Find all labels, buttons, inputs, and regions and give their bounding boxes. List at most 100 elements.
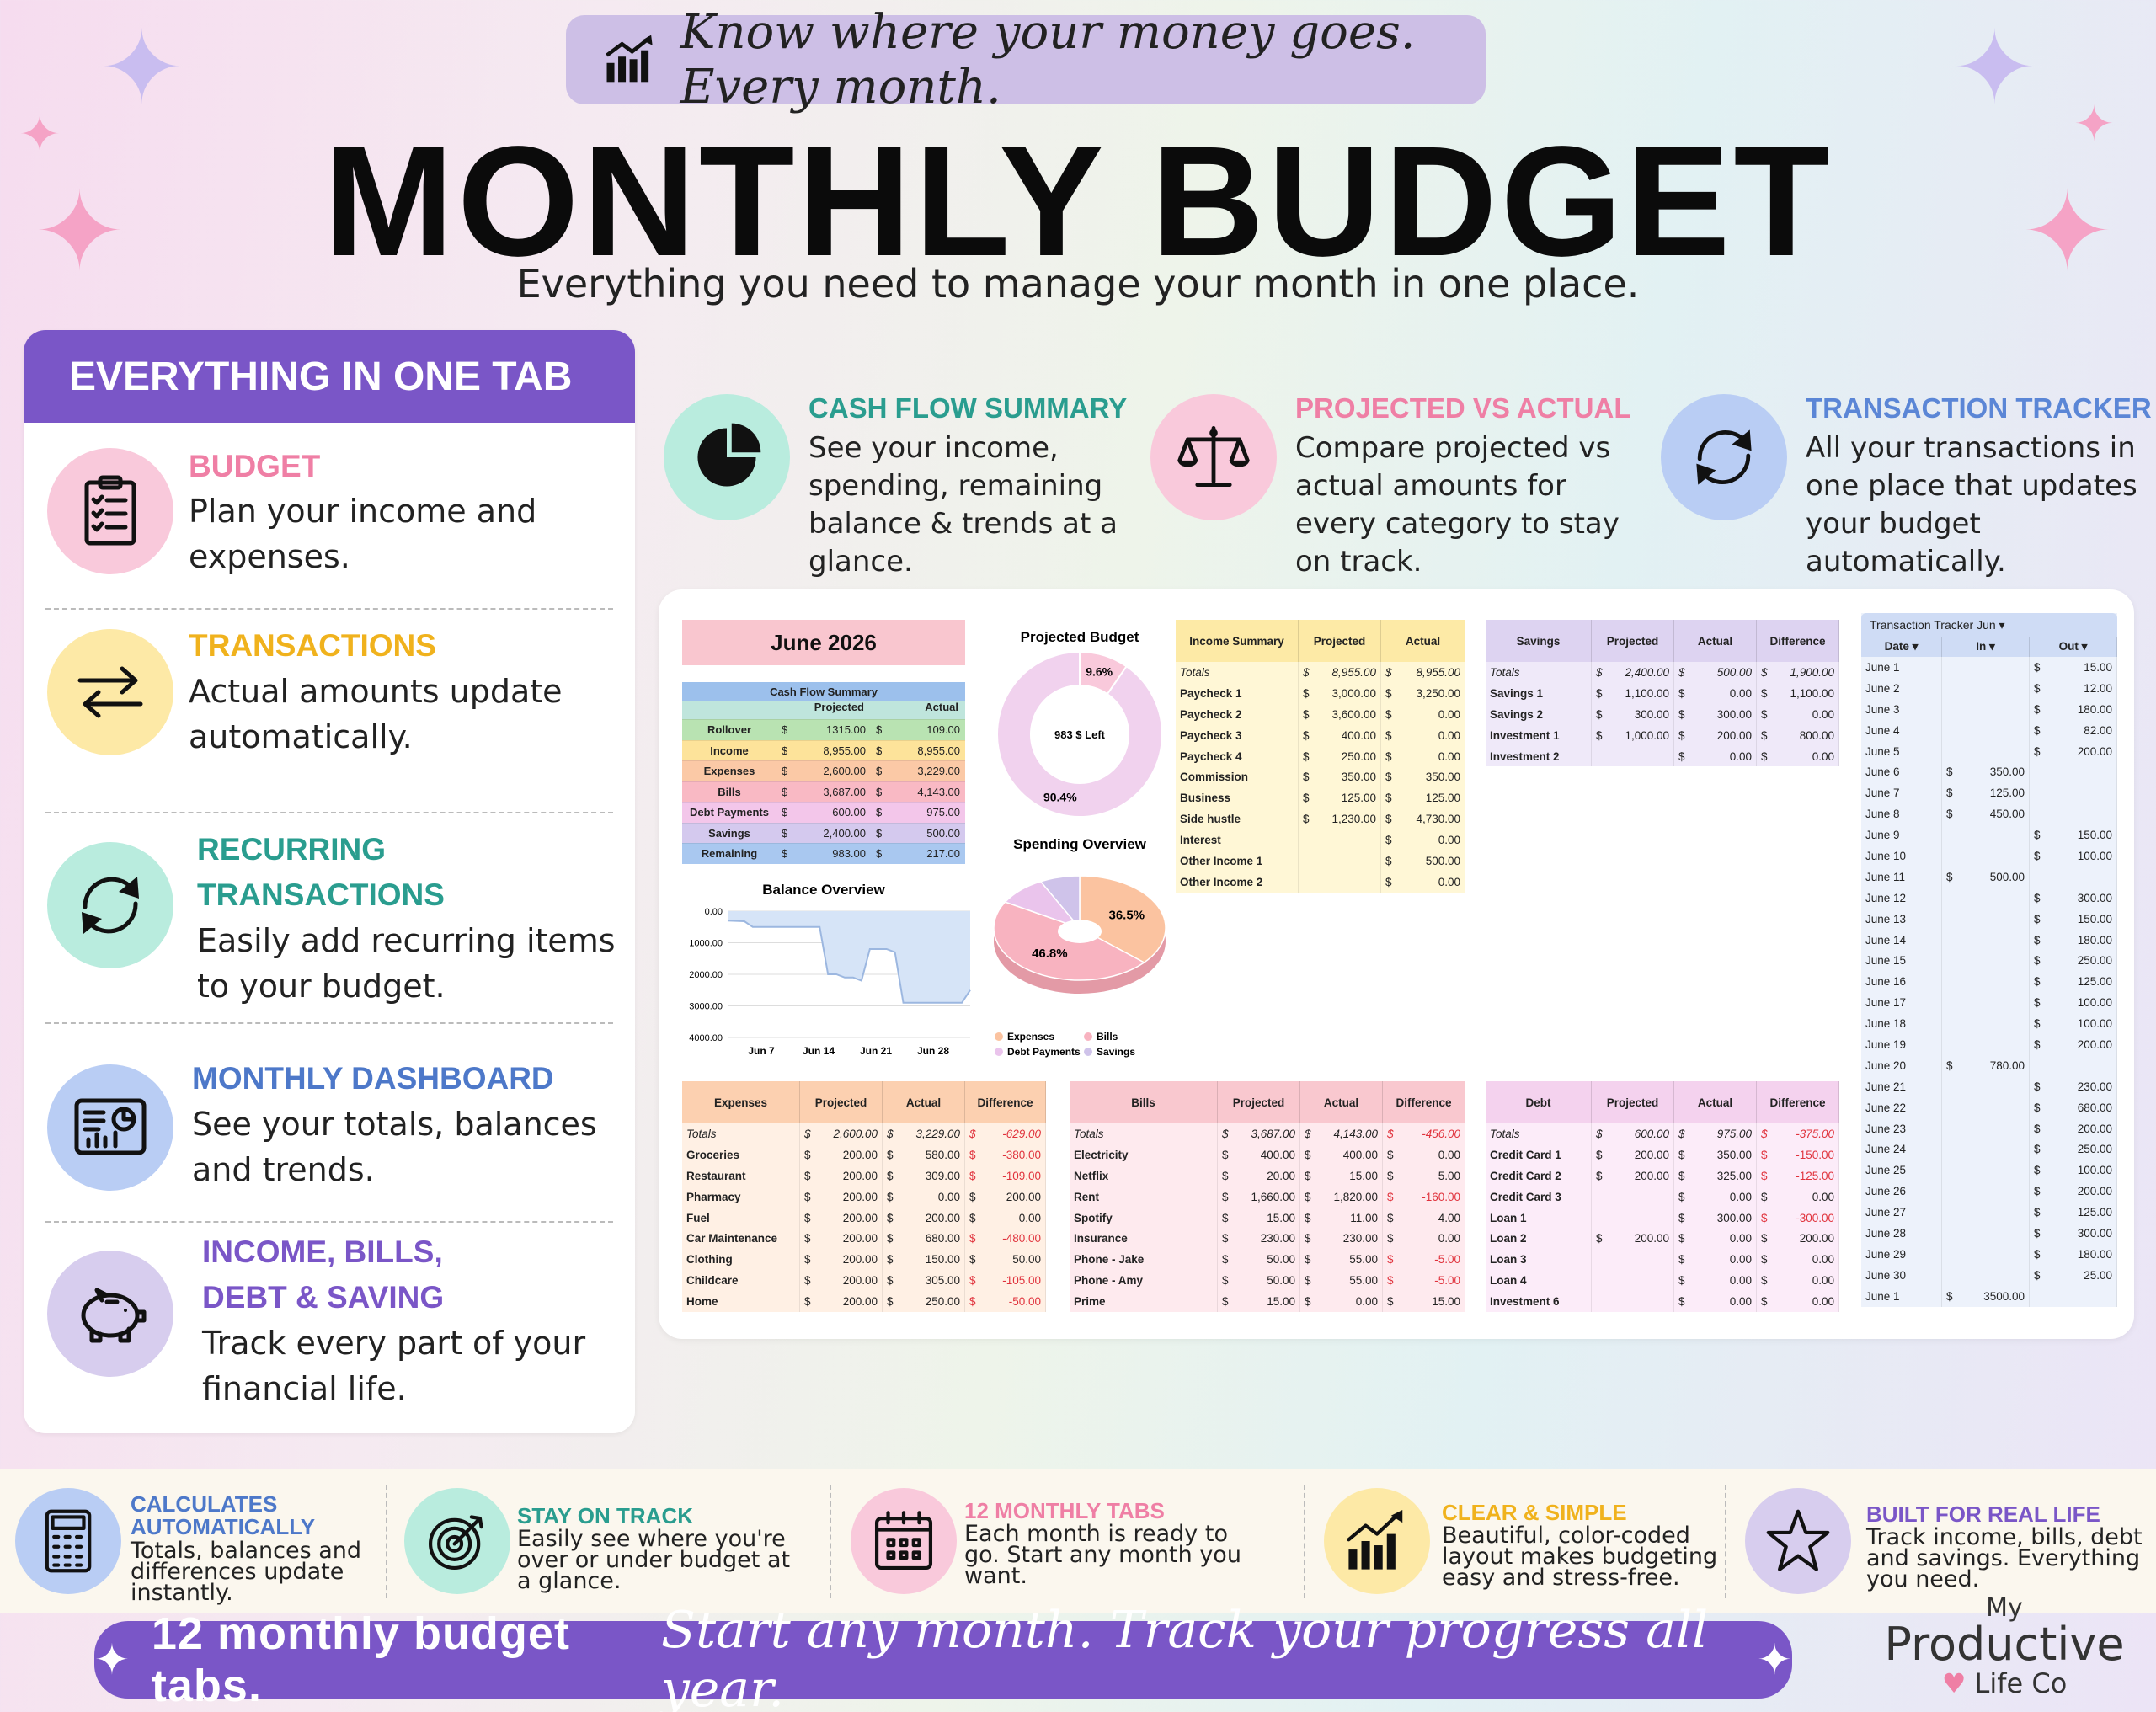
table-row: Electricity $400.00 $400.00 $0.00 [1070,1144,1465,1165]
balance-line [727,920,971,1004]
table-row: Childcare $200.00 $305.00 $ -105.00 [682,1270,1046,1292]
bottom-features-bar: CALCULATES AUTOMATICALLY Totals, balances … [0,1469,2156,1613]
table-row: Business $125.00 $125.00 [1176,787,1465,809]
feature-title: INCOME, BILLS, [202,1235,443,1269]
top-feature-description: Compare projected vs actual amounts for … [1295,431,1620,579]
table-row: Savings 2 $300.00 $300.00 $0.00 [1486,703,1839,725]
features-panel: EVERYTHING IN ONE TAB BUDGET Plan your in… [24,330,635,1433]
sparkle-icon: ✦ [2021,168,2113,296]
sparkle-icon: ✦ [34,168,125,296]
table-row: Totals $2,400.00 $500.00 $1,900.00 [1486,662,1839,683]
divider [45,1022,613,1024]
banner-script-text: Start any month. Track your progress all… [660,1601,1709,1712]
feature-description: Track every part of your financial life. [202,1325,586,1407]
table-row: Car Maintenance $200.00 $680.00 $ -480.00 [682,1228,1046,1250]
projected-budget-chart: Projected Budget 9.6% 90.4% 983 $ Left [996,629,1163,818]
bottom-feature-description: Beautiful, color-coded layout makes budg… [1442,1523,1718,1591]
bottom-feature-title: CALCULATES [131,1491,278,1517]
table-header: Date ▾ In ▾ Out ▾ [1861,637,2117,657]
feature-description: Plan your income and expenses. [189,493,537,575]
table-row: Paycheck 4 $250.00 $0.00 [1176,745,1465,767]
slice-label: 46.8% [1032,947,1068,961]
bottom-feature-title: AUTOMATICALLY [131,1514,316,1539]
pie-slice [996,650,1163,818]
feature-title: TRANSACTIONS [197,877,445,912]
feature-description: See your totals, balances and trends. [192,1106,597,1188]
slice-label: 9.6% [1086,665,1113,679]
table-row: June 11 $500.00 [1861,866,2117,888]
table-row: Clothing $200.00 $150.00 $50.00 [682,1249,1046,1271]
top-feature: TRANSACTION TRACKER All your transaction… [1661,392,2152,579]
table-row: Loan 2 $200.00 $0.00 $200.00 [1486,1228,1839,1250]
target-icon [404,1488,510,1594]
balance-area [728,911,970,1003]
table-row: Paycheck 3 $400.00 $0.00 [1176,724,1465,746]
balance-scale-icon [1150,394,1277,520]
legend-swatch [995,1032,1003,1041]
y-tick-label: 1000.00 [689,939,723,949]
bottom-feature-description: Each month is ready to go. Start any mon… [964,1521,1241,1589]
table-row: June 28 $300.00 [1861,1223,2117,1244]
tracker-title: Transaction Tracker Jun ▾ [1861,613,2117,637]
table-row: June 14 $180.00 [1861,929,2117,951]
x-tick-label: Jun 14 [803,1045,835,1057]
cash-flow-summary-table: Cash Flow Summary Projected Actual Rollove… [682,682,965,864]
sparkle-icon: ✦ [19,105,61,164]
table-row: June 8 $450.00 [1861,803,2117,825]
table-row: June 21 $230.00 [1861,1075,2117,1097]
divider [386,1485,387,1598]
dashboard-chart-icon [47,1064,173,1191]
bottom-feature-title: CLEAR & SIMPLE [1442,1500,1627,1525]
expenses-table: Expenses Projected Actual Difference Totals $… [682,1081,1046,1313]
cash-flow-row: Debt Payments $600.00 $975.00 [682,802,965,823]
chart-title: Balance Overview [762,882,885,898]
divider [45,608,613,610]
table-row: June 20 $780.00 [1861,1054,2117,1076]
table-row: Side hustle $1,230.00 $4,730.00 [1176,808,1465,830]
table-row: Totals $3,687.00 $4,143.00 $ -456.00 [1070,1123,1465,1144]
pie-hole [1058,920,1102,943]
chart-title: Spending Overview [1013,836,1147,852]
savings-table: Savings Projected Actual Difference Totals $2… [1486,620,1839,767]
top-feature-title: PROJECTED VS ACTUAL [1295,392,1631,424]
table-row: June 2 $12.00 [1861,677,2117,699]
table-header: Bills Projected Actual Difference [1070,1081,1465,1123]
table-row: June 18 $100.00 [1861,1013,2117,1035]
feature-title: BUDGET [189,449,321,483]
page-title: MONTHLY BUDGET [323,115,1833,289]
table-row: Commission $350.00 $350.00 [1176,766,1465,788]
table-row: Loan 4 $0.00 $0.00 [1486,1270,1839,1292]
table-row: June 1 $15.00 [1861,657,2117,678]
cash-flow-row: Remaining $983.00 $217.00 [682,843,965,864]
table-row: Netflix $20.00 $15.00 $5.00 [1070,1165,1465,1187]
table-row: Phone - Jake $50.00 $55.00 $ -5.00 [1070,1249,1465,1271]
legend-label: Debt Payments [1007,1046,1081,1058]
balance-overview-chart: Balance Overview 0.00 1000.00 2000.00 3000.0… [689,882,971,1057]
refresh-cycle-icon [47,842,173,968]
cash-flow-row: Rollover $1315.00 $109.00 [682,719,965,740]
logo-line-3: Life Co [1974,1667,2068,1699]
top-feature-description: See your income, spending, remaining bal… [808,431,1118,579]
x-tick-label: Jun 28 [917,1045,949,1057]
x-tick-label: Jun 7 [748,1045,775,1057]
table-row: June 17 $100.00 [1861,992,2117,1014]
legend-label: Bills [1097,1031,1118,1043]
month-header: June 2026 [682,620,965,665]
cash-flow-row: Savings $2,400.00 $500.00 [682,822,965,843]
features-panel-heading: EVERYTHING IN ONE TAB [24,330,635,423]
legend-swatch [1084,1048,1092,1056]
table-header: Savings Projected Actual Difference [1486,620,1839,662]
brand-logo: My Productive ♥ Life Co [1870,1596,2139,1699]
transaction-tracker-table: Transaction Tracker Jun ▾ Date ▾ In ▾ Out ▾… [1861,613,2117,1307]
table-row: June 15 $250.00 [1861,950,2117,972]
clipboard-checklist-icon [47,448,173,574]
table-header: Income Summary Projected Actual [1176,620,1465,662]
table-row: Loan 3 $0.00 $0.00 [1486,1249,1839,1271]
bottom-feature-title: BUILT FOR REAL LIFE [1866,1501,2100,1527]
table-row: Paycheck 1 $3,000.00 $3,250.00 [1176,682,1465,704]
table-row: Credit Card 3 $0.00 $0.00 [1486,1186,1839,1208]
sparkle-icon: ✦ [2073,95,2115,152]
table-row: June 16 $125.00 [1861,971,2117,993]
table-row: June 4 $82.00 [1861,719,2117,741]
table-header: Expenses Projected Actual Difference [682,1081,1046,1123]
